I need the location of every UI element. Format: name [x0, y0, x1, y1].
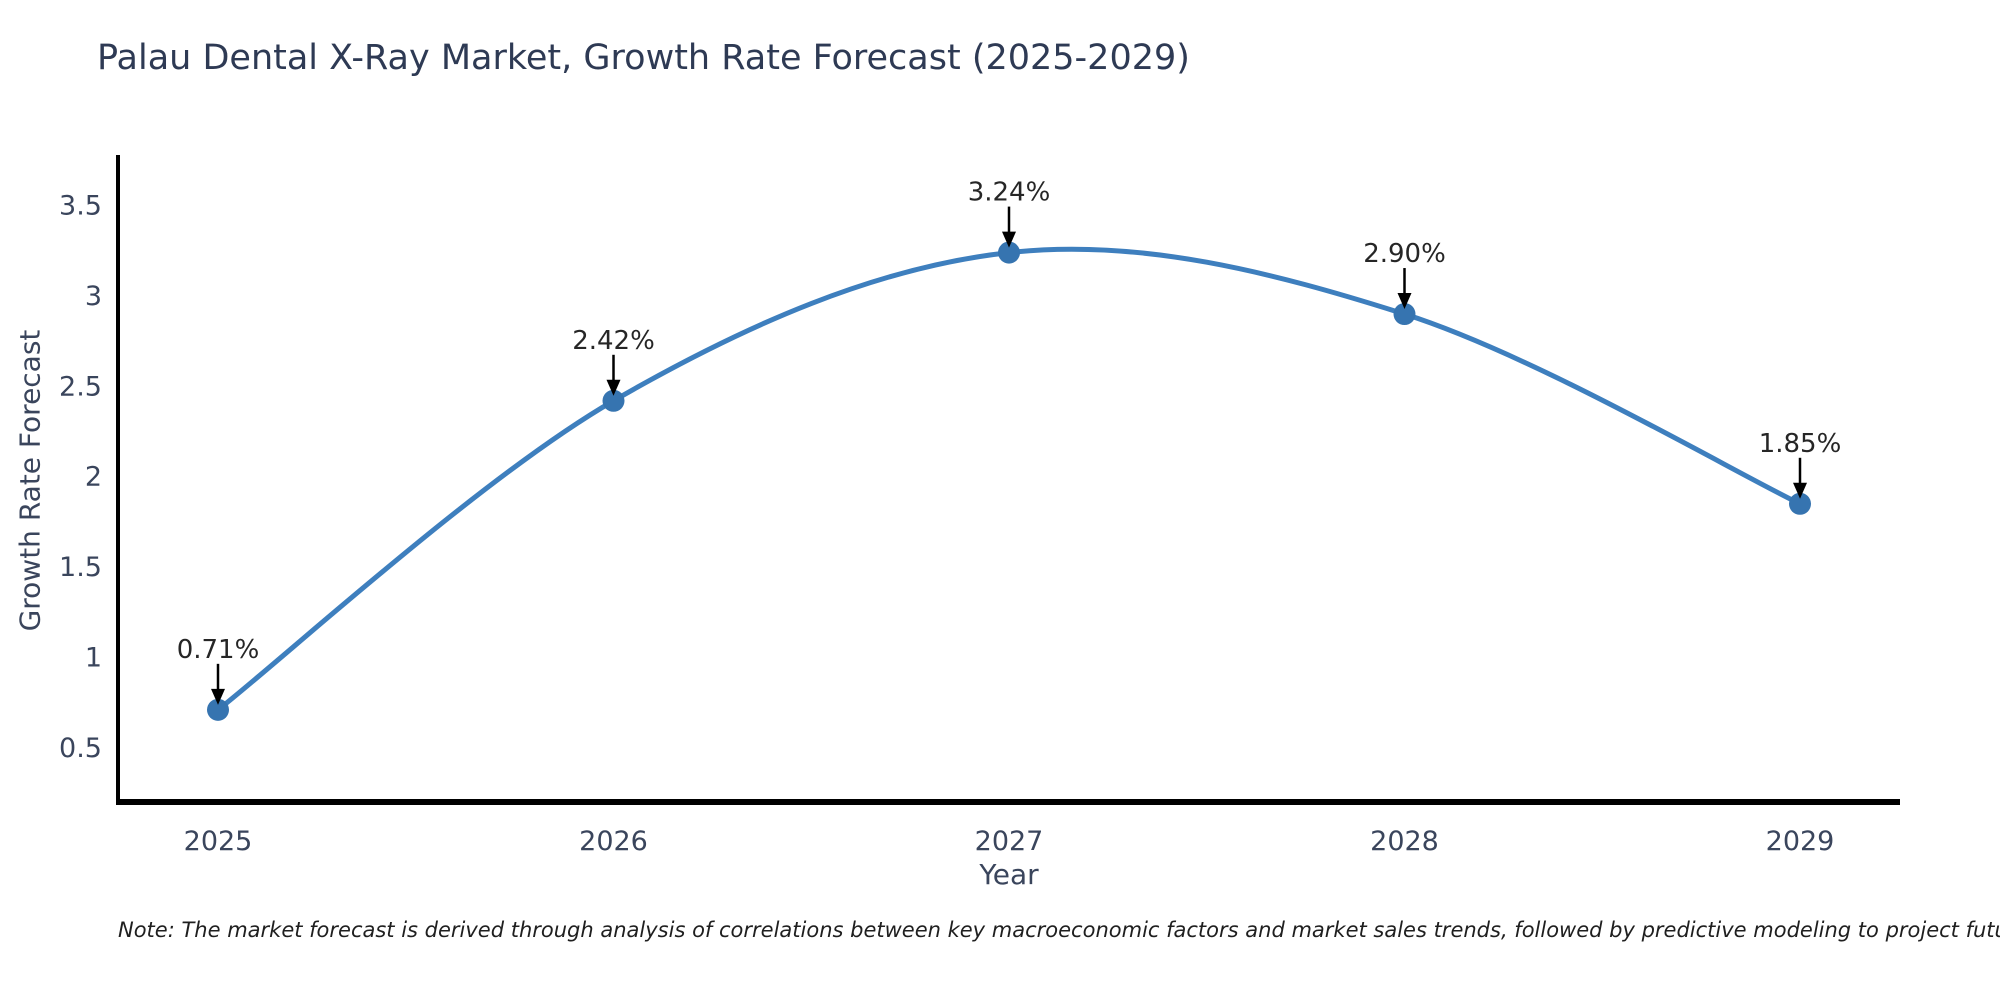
point-value-label: 2.90%: [1363, 239, 1446, 269]
point-value-label: 0.71%: [177, 635, 260, 665]
chart-title: Palau Dental X-Ray Market, Growth Rate F…: [97, 38, 1190, 78]
x-tick-label: 2028: [1370, 826, 1439, 857]
trend-line: [215, 246, 1803, 713]
data-point: [602, 389, 625, 412]
point-value-label: 3.24%: [968, 178, 1051, 208]
y-tick-label: 1.5: [59, 552, 102, 583]
x-tick-label: 2025: [184, 826, 253, 857]
y-tick-label: 3.5: [59, 191, 102, 222]
data-point: [998, 241, 1020, 264]
y-tick-label: 2.5: [59, 371, 102, 402]
annotation-arrow-head: [606, 379, 621, 396]
x-tick-label: 2027: [975, 826, 1044, 857]
x-axis-title: Year: [979, 858, 1039, 891]
x-tick-label: 2029: [1766, 826, 1835, 857]
y-tick-label: 3: [85, 281, 102, 312]
annotation-arrow-head: [1793, 482, 1807, 499]
y-tick-label: 1: [85, 642, 102, 673]
point-value-label: 1.85%: [1759, 429, 1842, 459]
x-tick-label: 2026: [579, 826, 648, 857]
data-point: [1393, 303, 1416, 326]
data-point: [207, 698, 229, 721]
y-tick-label: 0.5: [59, 733, 102, 764]
annotation-arrow-head: [1002, 231, 1016, 248]
point-value-label: 2.42%: [572, 326, 655, 356]
annotation-arrow-head: [1397, 293, 1412, 310]
annotation-arrow-head: [211, 688, 225, 705]
footnote: Note: The market forecast is derived thr…: [118, 918, 2000, 942]
y-tick-label: 2: [85, 462, 102, 493]
y-axis-title: Growth Rate Forecast: [13, 329, 47, 632]
data-point: [1789, 492, 1811, 515]
